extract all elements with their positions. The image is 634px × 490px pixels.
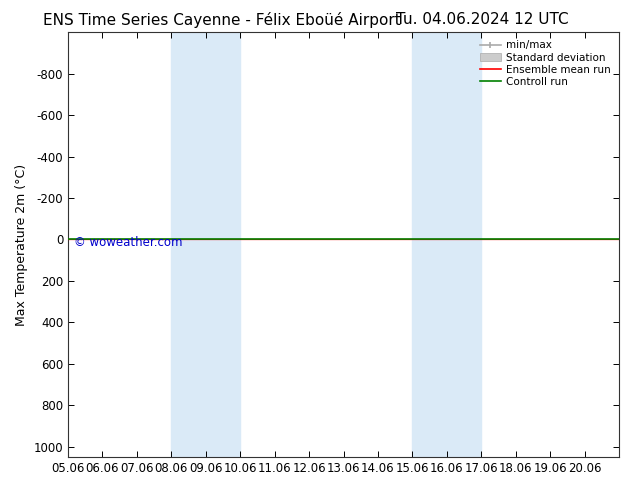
Text: © woweather.com: © woweather.com bbox=[74, 236, 182, 249]
Legend: min/max, Standard deviation, Ensemble mean run, Controll run: min/max, Standard deviation, Ensemble me… bbox=[477, 37, 614, 90]
Text: ENS Time Series Cayenne - Félix Eboüé Airport: ENS Time Series Cayenne - Félix Eboüé Ai… bbox=[43, 12, 401, 28]
Y-axis label: Max Temperature 2m (°C): Max Temperature 2m (°C) bbox=[15, 164, 28, 326]
Bar bbox=[412, 32, 481, 457]
Bar bbox=[171, 32, 240, 457]
Text: Tu. 04.06.2024 12 UTC: Tu. 04.06.2024 12 UTC bbox=[396, 12, 568, 27]
